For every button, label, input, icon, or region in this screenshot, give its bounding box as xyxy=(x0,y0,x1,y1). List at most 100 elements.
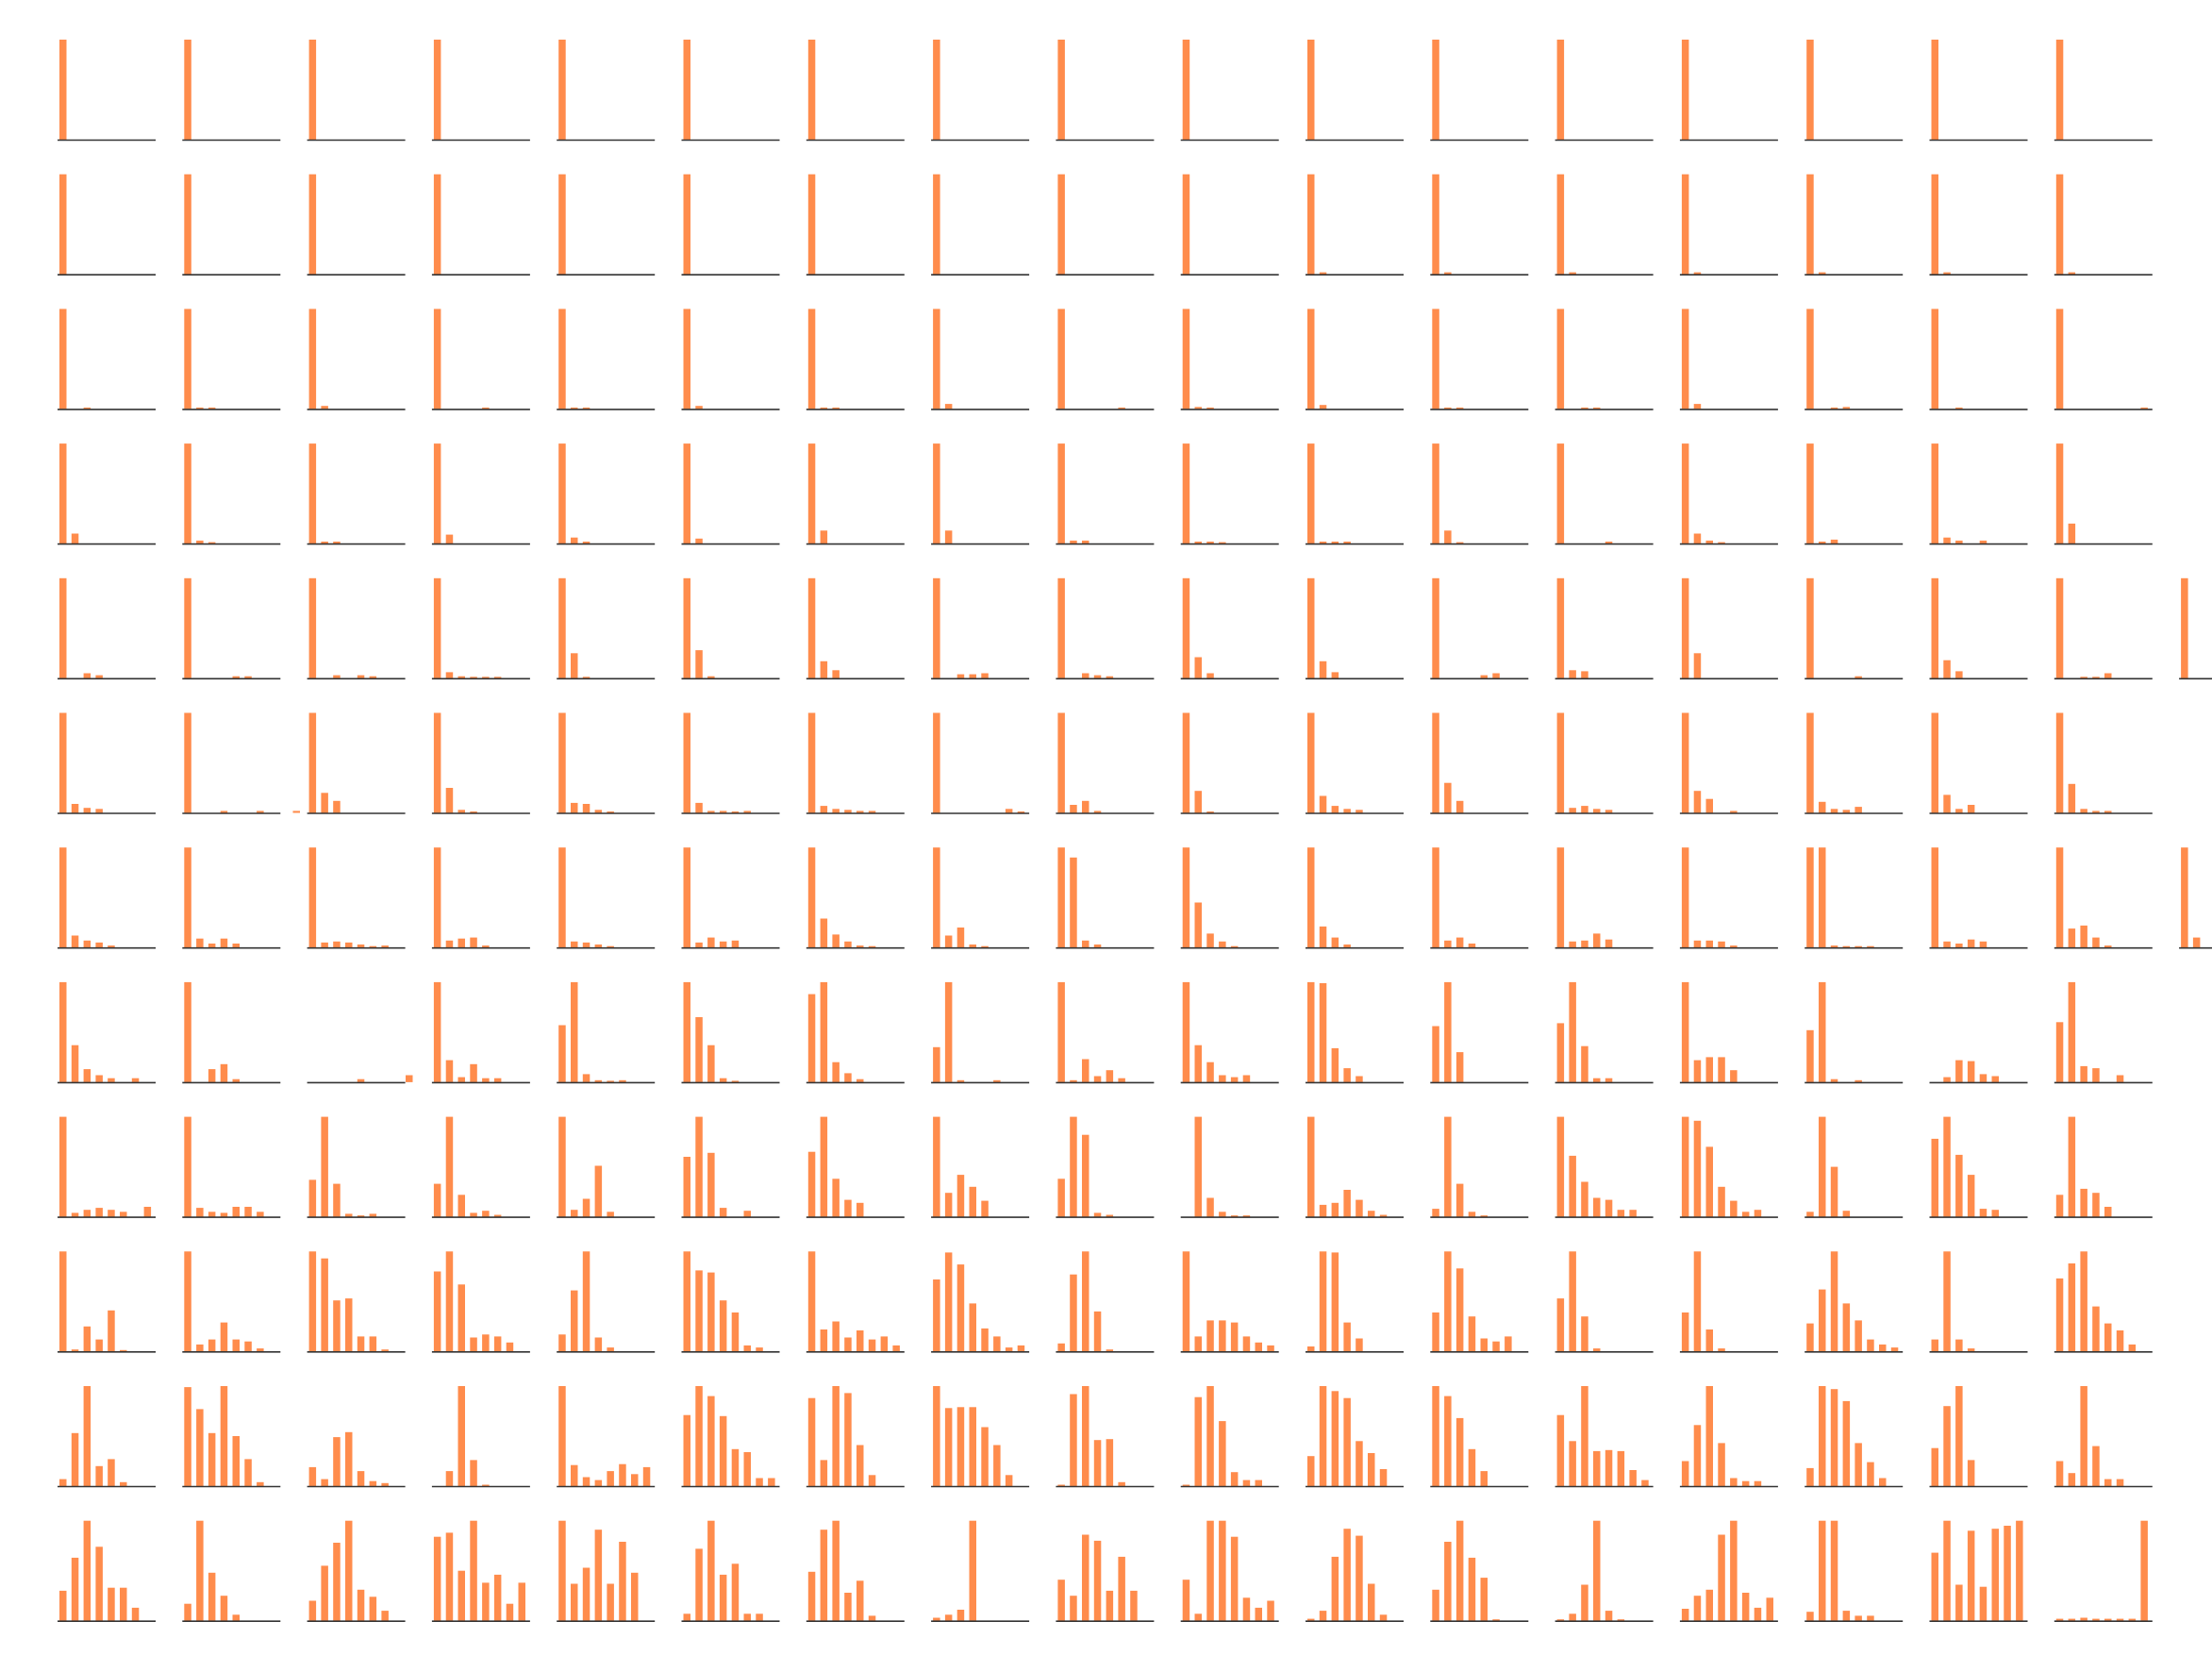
bar-r11-c11-b4 xyxy=(1343,1397,1351,1486)
bar-r7-c16-b1 xyxy=(1931,847,1938,948)
bar-r11-c5-b6 xyxy=(619,1463,626,1486)
panel-r2-c9 xyxy=(1056,174,1155,276)
panel-r7-c17 xyxy=(2054,847,2153,949)
bar-r3-c16-b3 xyxy=(1955,407,1963,410)
panel-r3-c7 xyxy=(806,309,905,410)
bar-r3-c15-b4 xyxy=(1842,407,1851,410)
bar-r7-c9-b4 xyxy=(1093,945,1102,948)
bar-r9-c10-b6 xyxy=(1242,1215,1251,1217)
panel-r3-c10 xyxy=(1180,309,1279,410)
panel-r9-c3 xyxy=(307,1116,406,1218)
bar-r7-c6-b1 xyxy=(683,847,690,948)
bar-r3-c11-b1 xyxy=(1307,309,1315,410)
bar-r4-c13-b5 xyxy=(1605,542,1613,544)
bar-r3-c5-b1 xyxy=(558,309,566,410)
bar-r12-c4-b1 xyxy=(433,1536,441,1621)
bar-r9-c11-b5 xyxy=(1355,1199,1363,1217)
bar-r11-c8-b3 xyxy=(956,1407,965,1486)
panel-r7-c3 xyxy=(307,847,406,949)
bar-r12-c9-b5 xyxy=(1106,1590,1114,1621)
bar-r11-c1-b1 xyxy=(59,1479,67,1486)
panel-r9-c7 xyxy=(806,1116,905,1218)
bar-r5-c4-b3 xyxy=(457,676,465,678)
panel-r5-c4 xyxy=(431,577,530,680)
bar-r9-c8-b2 xyxy=(944,1193,953,1217)
panel-r3-c15 xyxy=(1805,309,1904,410)
bar-r11-c8-b4 xyxy=(969,1407,976,1486)
bar-r11-c2-b3 xyxy=(208,1432,216,1486)
bar-r12-c15-b1 xyxy=(1806,1612,1814,1621)
bar-r11-c9-b3 xyxy=(1082,1386,1089,1486)
bar-r8-c2-b5 xyxy=(232,1078,240,1082)
bar-r10-c17-b2 xyxy=(2068,1263,2076,1352)
bar-r5-c1-b4 xyxy=(95,675,103,678)
bar-r9-c8-b1 xyxy=(933,1116,940,1217)
bar-r7-c17-b3 xyxy=(2080,925,2087,948)
bar-r12-c14-b5 xyxy=(1730,1520,1738,1621)
bar-r4-c14-b2 xyxy=(1693,533,1702,544)
panel-r2-c14 xyxy=(1679,174,1778,276)
bar-r7-c17-b2 xyxy=(2068,928,2076,948)
panel-r11-c17 xyxy=(2054,1386,2153,1488)
panel-r12-c12 xyxy=(1430,1520,1529,1622)
bar-r11-c13-b4 xyxy=(1593,1450,1601,1486)
bar-r6-c14-b3 xyxy=(1705,798,1713,813)
bar-r6-c16-b3 xyxy=(1955,809,1963,813)
bar-r7-c15-b6 xyxy=(1867,945,1874,948)
bar-r4-c15-b1 xyxy=(1806,443,1814,544)
panel-r10-c14 xyxy=(1679,1251,1778,1353)
bar-r7-c14-b5 xyxy=(1730,945,1738,948)
bar-r3-c13-b4 xyxy=(1593,407,1601,410)
bar-r9-c1-b3 xyxy=(83,1210,91,1217)
panel-r6-c14 xyxy=(1679,712,1778,814)
bar-r9-c13-b5 xyxy=(1605,1199,1613,1217)
bar-r10-c9-b4 xyxy=(1093,1311,1102,1352)
bar-r7-c7-b4 xyxy=(844,941,852,948)
bar-r8-c16-b3 xyxy=(1955,1060,1963,1082)
panel-r12-c10 xyxy=(1180,1520,1279,1622)
bar-r6-c14-b2 xyxy=(1693,791,1702,813)
bar-r12-c12-b1 xyxy=(1432,1589,1439,1621)
bar-r12-c7-b2 xyxy=(820,1530,828,1621)
bar-r9-c9-b4 xyxy=(1093,1212,1102,1217)
bar-r10-c6-b4 xyxy=(719,1300,727,1352)
panel-r9-c10 xyxy=(1180,1116,1279,1218)
bar-r10-c2-b7 xyxy=(257,1348,264,1352)
bar-r10-c4-b4 xyxy=(470,1337,477,1352)
panel-r8-c16 xyxy=(1929,1060,2028,1084)
bar-r8-c7-b1 xyxy=(807,994,816,1082)
bar-r11-c2-b5 xyxy=(232,1436,240,1486)
bar-r11-c12-b4 xyxy=(1468,1448,1476,1486)
bar-r7-c17-b4 xyxy=(2092,937,2100,948)
panel-r2-c13 xyxy=(1555,174,1654,276)
panel-r10-c5 xyxy=(557,1251,656,1353)
bar-r9-c11-b1 xyxy=(1307,1116,1315,1217)
bar-r7-c4-b4 xyxy=(470,937,477,948)
bar-r11-c4-b5 xyxy=(482,1484,490,1486)
bar-r6-c8-b8 xyxy=(1017,811,1025,813)
bar-r8-c13-b4 xyxy=(1593,1078,1601,1082)
bar-r5-c11-b1 xyxy=(1307,577,1315,678)
bar-r8-c12-b2 xyxy=(1444,981,1452,1082)
panel-r1-c11 xyxy=(1306,40,1404,142)
bar-r4-c1-b2 xyxy=(71,533,79,544)
bar-r10-c8-b4 xyxy=(969,1303,976,1352)
bar-r7-c1-b2 xyxy=(71,935,79,948)
bar-r11-c10-b1 xyxy=(1182,1484,1190,1486)
panel-r1-c14 xyxy=(1679,40,1778,142)
bar-r5-c10-b1 xyxy=(1182,577,1190,678)
bar-r5-c8-b3 xyxy=(956,674,965,678)
bar-r2-c3-b1 xyxy=(308,174,317,275)
bar-r12-c4-b5 xyxy=(482,1582,490,1621)
bar-r12-c2-b1 xyxy=(184,1603,191,1621)
bar-r10-c6-b5 xyxy=(731,1312,740,1352)
bar-r2-c13-b1 xyxy=(1556,174,1565,275)
bar-r5-c8-b1 xyxy=(933,577,940,678)
bar-r6-c7-b2 xyxy=(820,806,828,813)
bar-r6-c17-b4 xyxy=(2092,811,2100,813)
bar-r6-c11-b1 xyxy=(1307,712,1315,813)
bar-r12-c16-b6 xyxy=(1991,1529,1999,1621)
bar-r10-c17-b7 xyxy=(2128,1344,2137,1352)
bar-r10-c5-b5 xyxy=(607,1347,614,1352)
bar-r12-c12-b3 xyxy=(1455,1520,1464,1621)
